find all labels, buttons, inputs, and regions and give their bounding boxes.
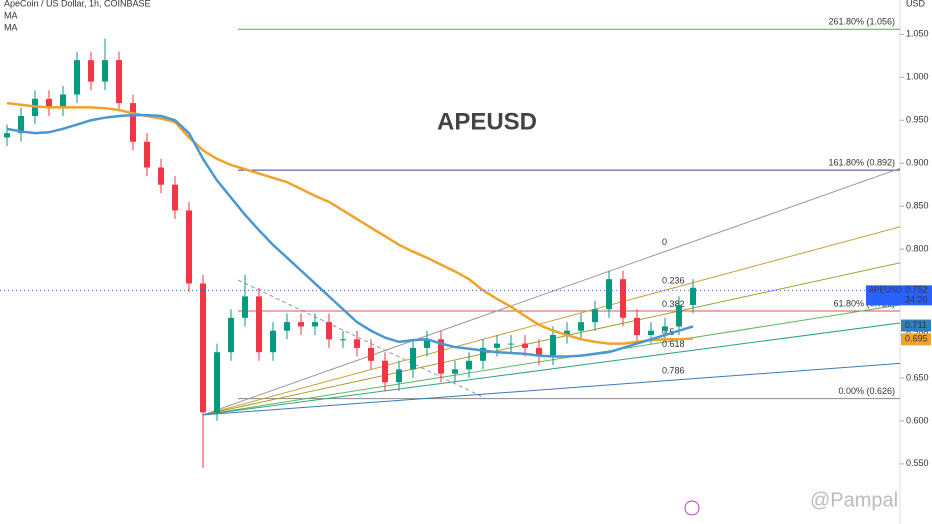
candle-body bbox=[4, 133, 10, 138]
candle-body bbox=[648, 330, 654, 336]
candle-body bbox=[326, 322, 332, 340]
candle-body bbox=[424, 339, 430, 348]
candle-body bbox=[18, 115, 24, 134]
candle-body bbox=[578, 322, 584, 331]
candle-body bbox=[340, 339, 346, 341]
price-tag bbox=[901, 319, 931, 332]
candle-body bbox=[158, 167, 164, 185]
candle-body bbox=[88, 60, 94, 82]
candle-body bbox=[536, 347, 542, 357]
candle-body bbox=[354, 339, 360, 348]
price-tag bbox=[901, 333, 931, 346]
fan-label: 0.618 bbox=[662, 339, 685, 349]
candle-body bbox=[662, 326, 668, 331]
candle-body bbox=[508, 343, 514, 345]
candle-body bbox=[242, 296, 248, 318]
candle-body bbox=[634, 317, 640, 336]
fan-label: 0.5 bbox=[662, 327, 675, 337]
fan-label: 0.382 bbox=[662, 299, 685, 309]
candle-body bbox=[74, 60, 80, 95]
price-tag-time: 34:20 bbox=[905, 295, 928, 305]
candle-body bbox=[410, 347, 416, 370]
candle-body bbox=[690, 287, 696, 305]
moving-average bbox=[6, 113, 694, 358]
fan-label: 0 bbox=[662, 237, 667, 247]
price-tag bbox=[866, 285, 932, 306]
candle-body bbox=[298, 322, 304, 327]
watermark: @Pampal bbox=[810, 489, 898, 511]
candle-body bbox=[396, 369, 402, 383]
fan-line bbox=[202, 167, 901, 416]
candle-body bbox=[130, 103, 136, 142]
trend-line bbox=[237, 279, 486, 399]
fan-line bbox=[202, 322, 901, 416]
fib-label: 261.80% (1.056) bbox=[828, 17, 895, 27]
moving-average bbox=[6, 101, 694, 345]
candle-body bbox=[438, 339, 444, 374]
candle-body bbox=[466, 360, 472, 370]
legend-ma: MA bbox=[4, 10, 18, 20]
fan-line bbox=[202, 362, 901, 416]
candle-body bbox=[228, 317, 234, 353]
y-tick-label: 1.000 bbox=[906, 72, 929, 82]
fib-label: 61.80% (0.728) bbox=[833, 298, 895, 308]
candle-body bbox=[172, 184, 178, 211]
candle-body bbox=[382, 360, 388, 383]
candle-body bbox=[676, 304, 682, 327]
fib-label: 161.80% (0.892) bbox=[828, 157, 895, 167]
y-tick-label: 0.650 bbox=[906, 372, 929, 382]
price-tag-value: 0.752 bbox=[905, 285, 928, 295]
legend-symbol: ApeCoin / US Dollar, 1h, COINBASE bbox=[4, 0, 151, 8]
candle-body bbox=[200, 283, 206, 413]
y-tick-label: 1.050 bbox=[906, 29, 929, 39]
candle-body bbox=[494, 343, 500, 348]
candle-body bbox=[480, 347, 486, 361]
fib-label: 0.00% (0.626) bbox=[838, 386, 895, 396]
y-tick-label: 0.950 bbox=[906, 115, 929, 125]
price-tag-value: 0.711 bbox=[905, 320, 927, 330]
candle-body bbox=[214, 352, 220, 413]
candle-body bbox=[60, 94, 66, 108]
price-tag-value: 0.695 bbox=[905, 334, 928, 344]
candle-body bbox=[270, 330, 276, 353]
candle-body bbox=[312, 322, 318, 327]
fan-label: 0.786 bbox=[662, 365, 685, 375]
candle-body bbox=[592, 309, 598, 323]
event-icon[interactable] bbox=[684, 500, 700, 516]
candle-body bbox=[284, 322, 290, 331]
candle-body bbox=[368, 347, 374, 361]
candle-body bbox=[46, 98, 52, 108]
chart-title: APEUSD bbox=[437, 108, 537, 135]
candle-body bbox=[144, 141, 150, 168]
y-tick-label: 0.800 bbox=[906, 243, 929, 253]
candle-body bbox=[186, 210, 192, 284]
candle-body bbox=[620, 279, 626, 318]
fan-line bbox=[202, 226, 901, 416]
candle-body bbox=[550, 335, 556, 357]
y-tick-label: 0.900 bbox=[906, 158, 929, 168]
y-tick-label: 0.850 bbox=[906, 201, 929, 211]
candle-body bbox=[256, 296, 262, 353]
axis-unit: USD bbox=[906, 0, 926, 8]
candle-body bbox=[522, 343, 528, 348]
fan-line bbox=[202, 304, 901, 416]
candle-body bbox=[606, 279, 612, 310]
candle-body bbox=[452, 369, 458, 374]
legend-ma: MA bbox=[4, 22, 18, 32]
candle-body bbox=[564, 330, 570, 336]
candle-body bbox=[116, 60, 122, 104]
y-tick-label: 0.550 bbox=[906, 458, 929, 468]
price-tag-name: APEUSD bbox=[869, 285, 902, 294]
candle-body bbox=[102, 60, 108, 82]
y-tick-label: 0.600 bbox=[906, 415, 929, 425]
fan-label: 0.236 bbox=[662, 275, 685, 285]
